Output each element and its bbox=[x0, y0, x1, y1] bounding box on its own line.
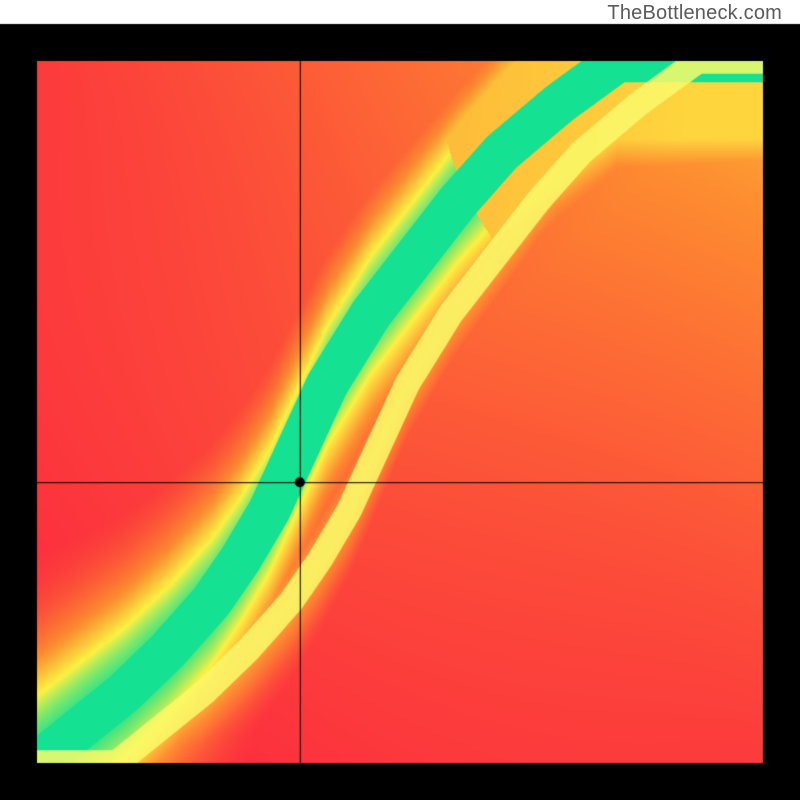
chart-container: TheBottleneck.com bbox=[0, 0, 800, 800]
heatmap-canvas bbox=[0, 0, 800, 800]
watermark-text: TheBottleneck.com bbox=[607, 2, 782, 25]
